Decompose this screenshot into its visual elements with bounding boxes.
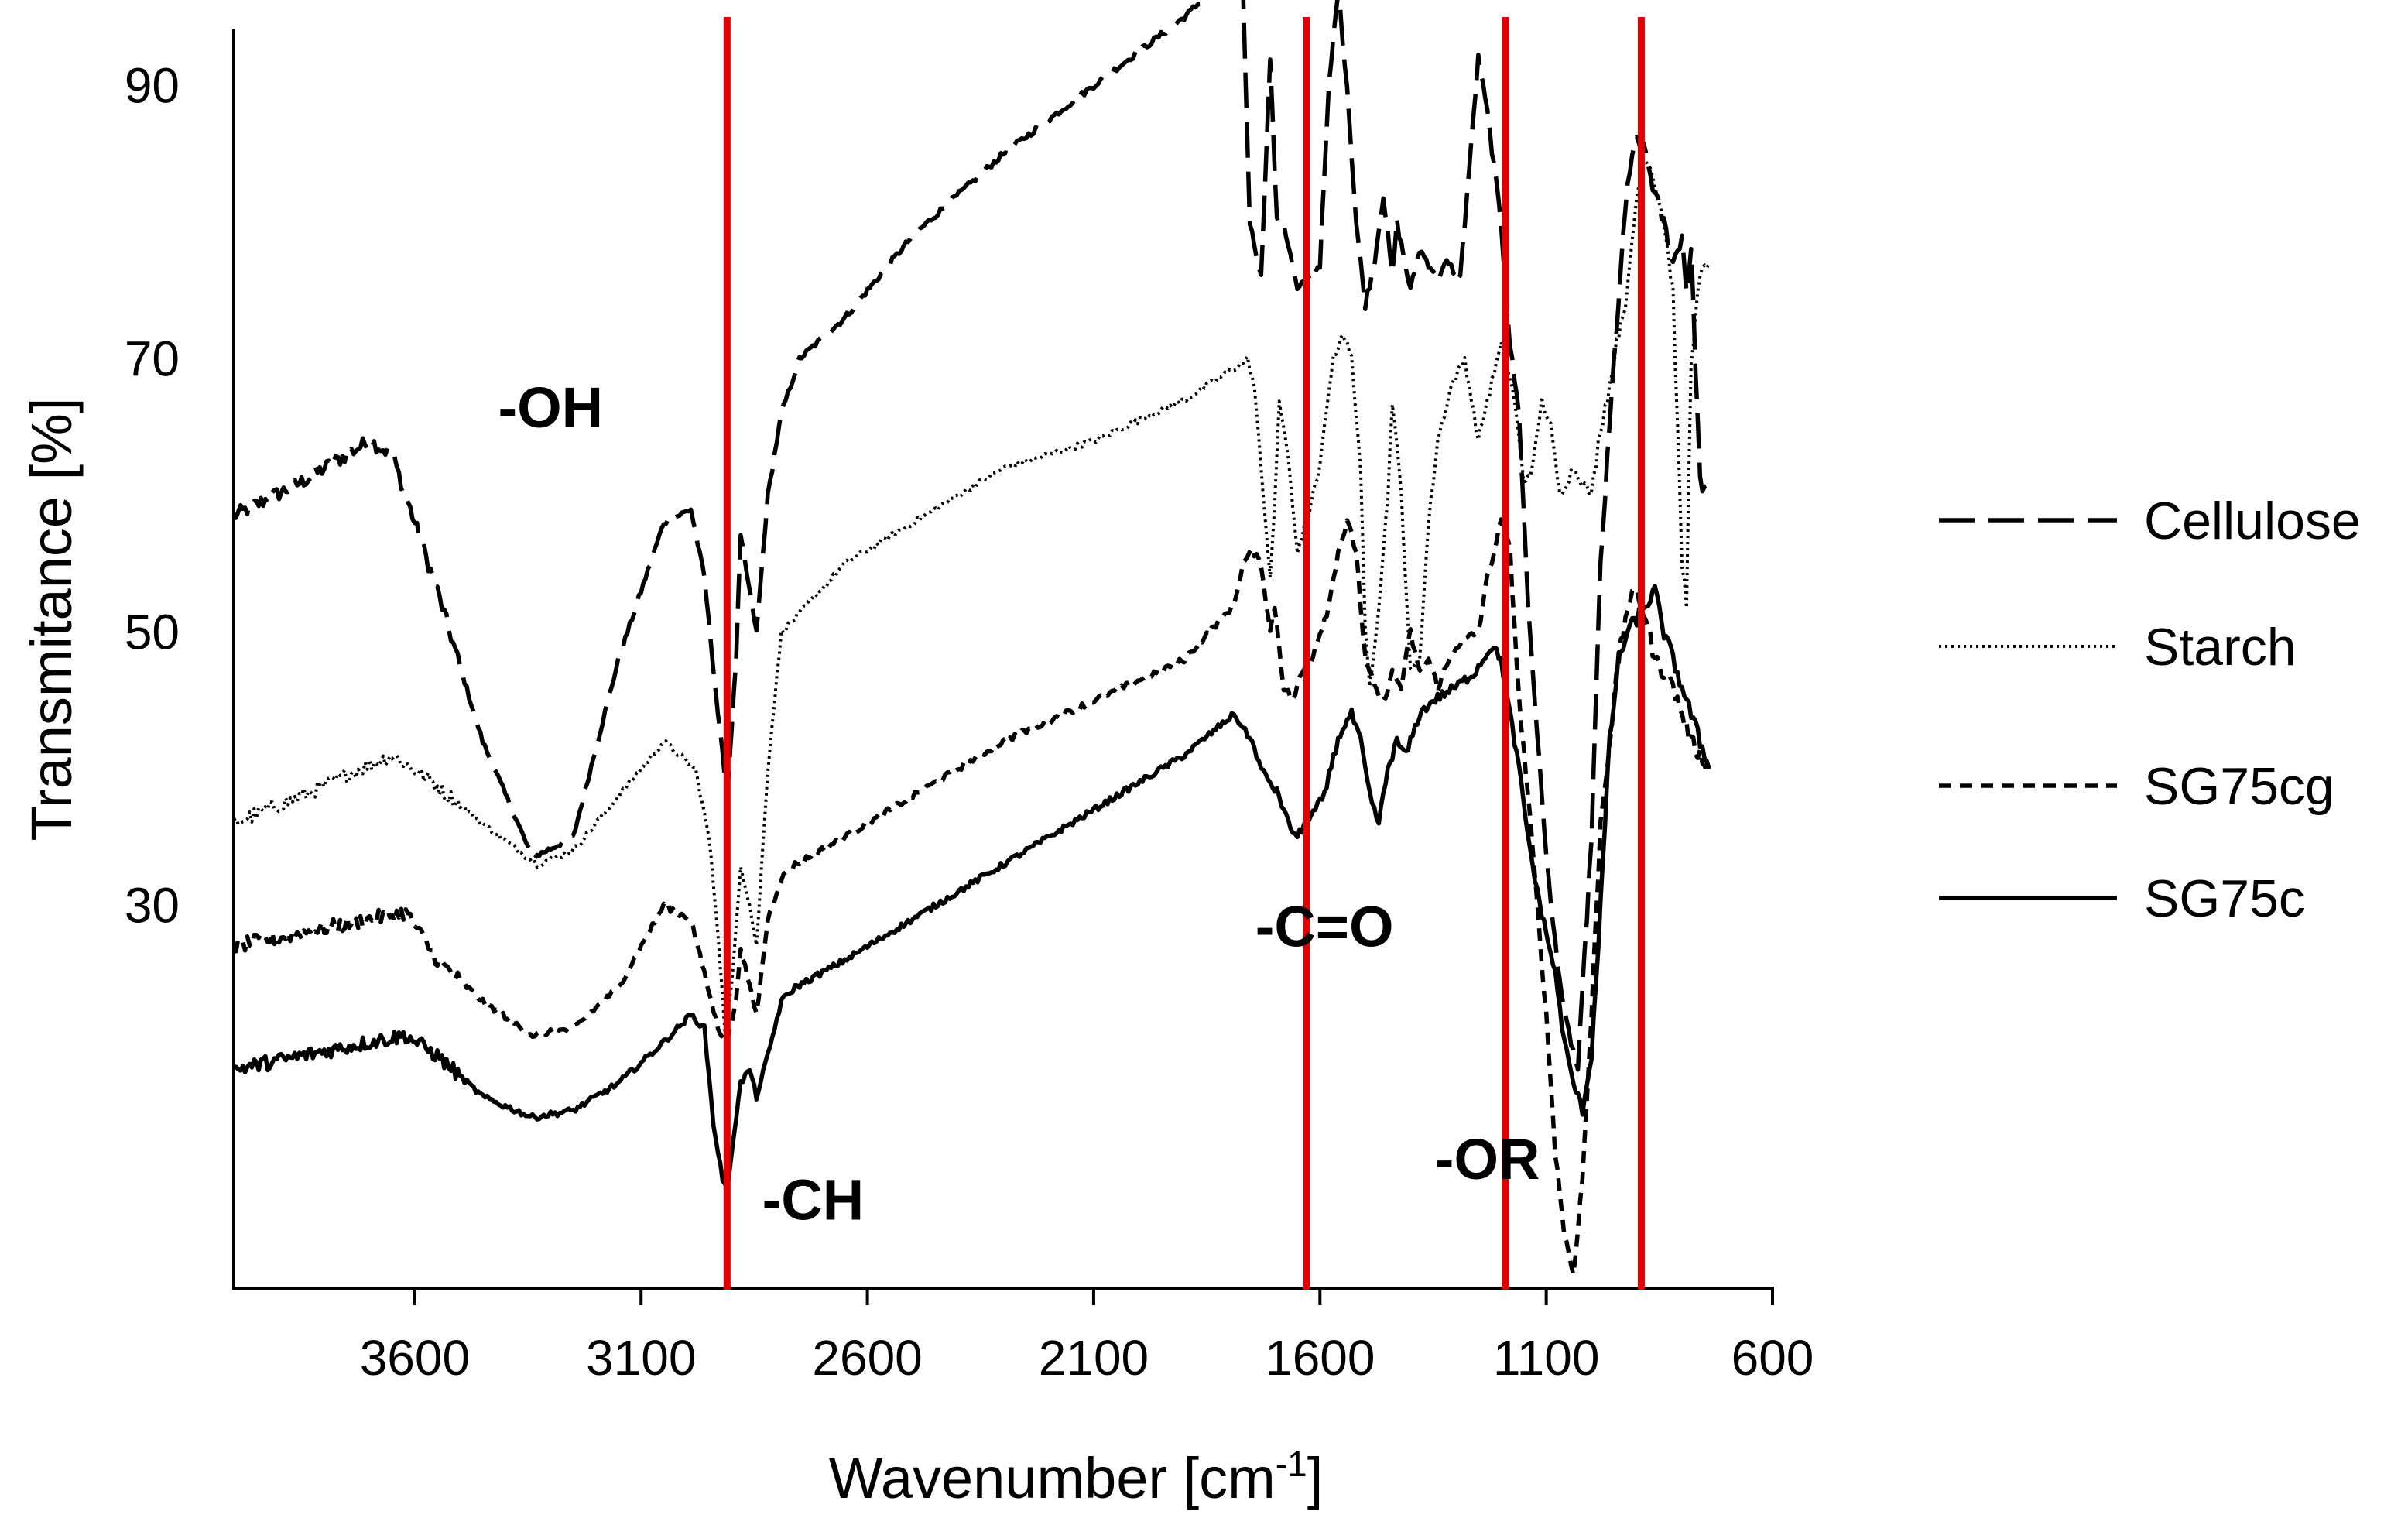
y-tick-label: 30 xyxy=(125,878,180,934)
series-layer xyxy=(231,0,1711,1277)
x-axis-title: Wavenumber [cm-1] xyxy=(829,1444,1324,1510)
x-tick-label: 1100 xyxy=(1493,1330,1600,1386)
x-tick-label: 2600 xyxy=(812,1330,922,1386)
annotations: -OH -CH -C=O -OR xyxy=(498,375,1540,1232)
legend-label: Starch xyxy=(2144,618,2297,677)
annotation-label: -OH xyxy=(498,375,603,440)
legend: Cellulose Starch SG75cg SG75c xyxy=(1939,492,2361,928)
axes xyxy=(232,29,1774,1290)
x-axis-title-main: Wavenumber [cm xyxy=(829,1446,1276,1510)
y-tick-label: 90 xyxy=(125,58,180,114)
x-tick-label: 600 xyxy=(1731,1330,1814,1386)
x-tick-label: 3100 xyxy=(586,1330,696,1386)
y-axis-title: Transmitance [%] xyxy=(19,398,84,841)
tick-group: 3600 3100 2600 2100 1600 1100 600 30 50 70 90 xyxy=(125,58,1814,1386)
annotation-label: -C=O xyxy=(1255,895,1394,959)
series-line-starch xyxy=(233,159,1711,1033)
x-tick-label: 2100 xyxy=(1039,1330,1149,1386)
legend-label: SG75cg xyxy=(2144,757,2334,816)
annotation-label: -OR xyxy=(1435,1127,1540,1191)
legend-label: Cellulose xyxy=(2144,492,2361,550)
reference-lines xyxy=(723,17,1645,1290)
x-axis-title-superscript: -1 xyxy=(1276,1444,1307,1484)
x-tick-label: 1600 xyxy=(1265,1330,1375,1386)
x-tick-label: 3600 xyxy=(360,1330,470,1386)
annotation-label: -CH xyxy=(762,1168,865,1232)
x-axis-title-close: ] xyxy=(1307,1446,1324,1510)
series-line-sg75c xyxy=(233,584,1711,1192)
series-line-cellulose xyxy=(231,0,1711,1072)
y-tick-label: 50 xyxy=(125,605,180,660)
legend-label: SG75c xyxy=(2144,869,2305,928)
series-line-sg75cg xyxy=(233,517,1711,1277)
y-tick-label: 70 xyxy=(125,331,180,387)
